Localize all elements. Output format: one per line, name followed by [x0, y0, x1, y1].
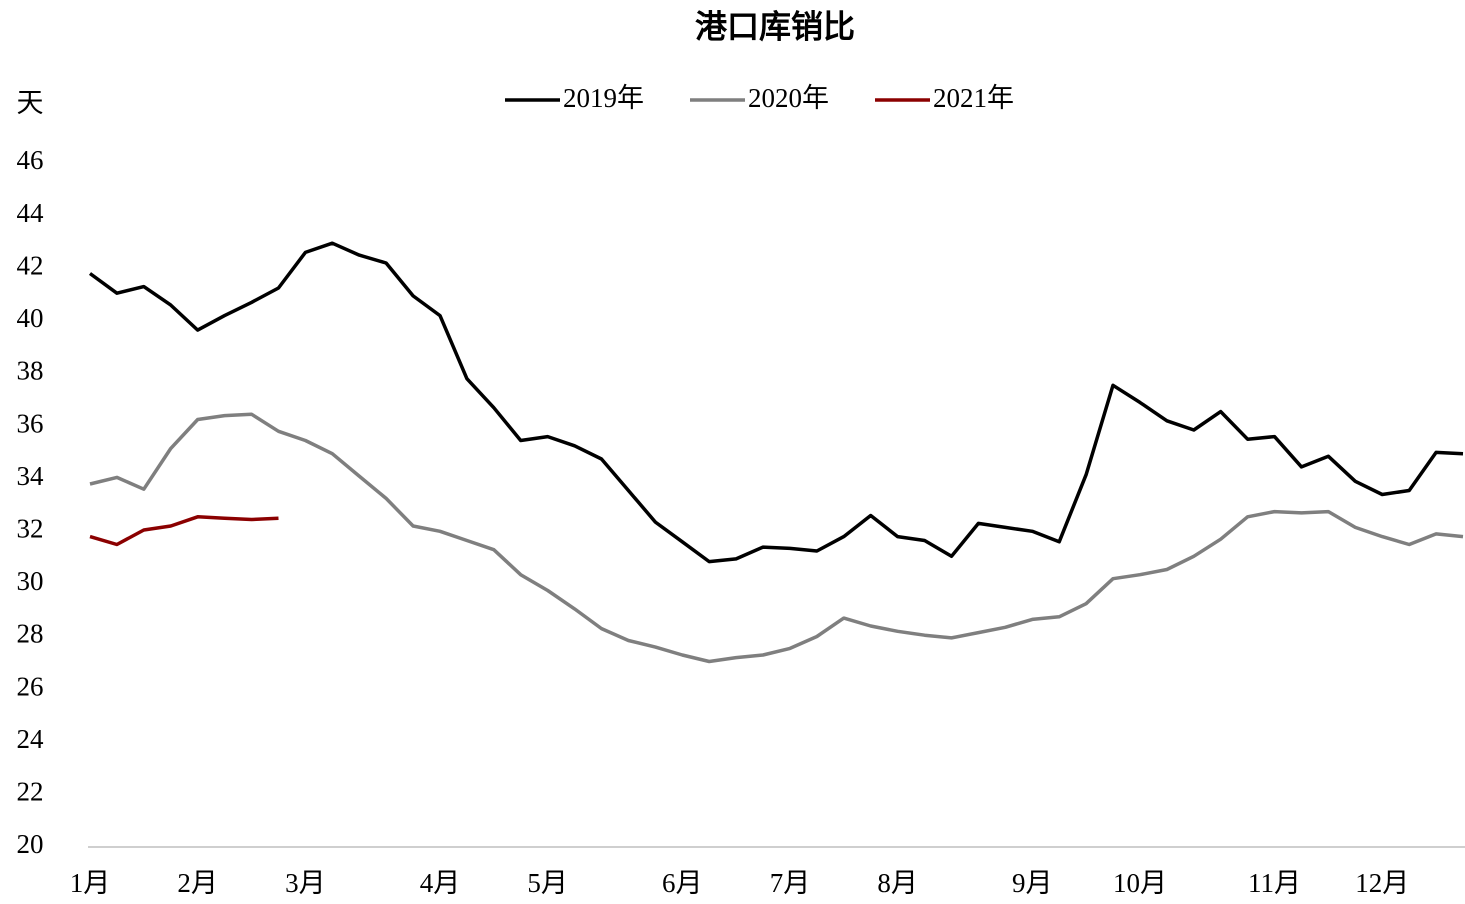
y-tick-label: 30	[17, 566, 44, 596]
y-tick-label: 34	[17, 461, 45, 491]
x-tick-label: 4月	[420, 868, 461, 898]
x-tick-label: 6月	[662, 868, 703, 898]
y-tick-label: 40	[17, 303, 44, 333]
legend-label: 2019年	[563, 83, 644, 113]
x-tick-label: 2月	[177, 868, 218, 898]
y-tick-label: 38	[17, 356, 44, 386]
legend-label: 2020年	[748, 83, 829, 113]
x-tick-label: 7月	[770, 868, 811, 898]
y-tick-label: 32	[17, 514, 44, 544]
y-tick-label: 44	[17, 198, 45, 228]
y-tick-label: 20	[17, 829, 44, 859]
chart-title: 港口库销比	[695, 8, 855, 44]
legend-label: 2021年	[933, 83, 1014, 113]
x-tick-label: 11月	[1248, 868, 1301, 898]
x-tick-label: 9月	[1012, 868, 1053, 898]
y-tick-label: 26	[17, 671, 44, 701]
x-tick-label: 8月	[877, 868, 918, 898]
x-tick-label: 3月	[285, 868, 326, 898]
line-series	[88, 241, 1464, 564]
x-tick-label: 10月	[1113, 868, 1167, 898]
y-tick-label: 46	[17, 145, 44, 175]
y-tick-label: 42	[17, 250, 44, 280]
y-tick-label: 22	[17, 777, 44, 807]
y-tick-label: 24	[17, 724, 45, 754]
x-tick-label: 1月	[70, 868, 111, 898]
x-tick-label: 12月	[1355, 868, 1409, 898]
line-series	[89, 515, 279, 547]
line-series	[89, 412, 1464, 664]
y-tick-label: 28	[17, 619, 44, 649]
y-axis-label: 天	[17, 88, 44, 118]
x-tick-label: 5月	[527, 868, 568, 898]
y-tick-label: 36	[17, 408, 44, 438]
